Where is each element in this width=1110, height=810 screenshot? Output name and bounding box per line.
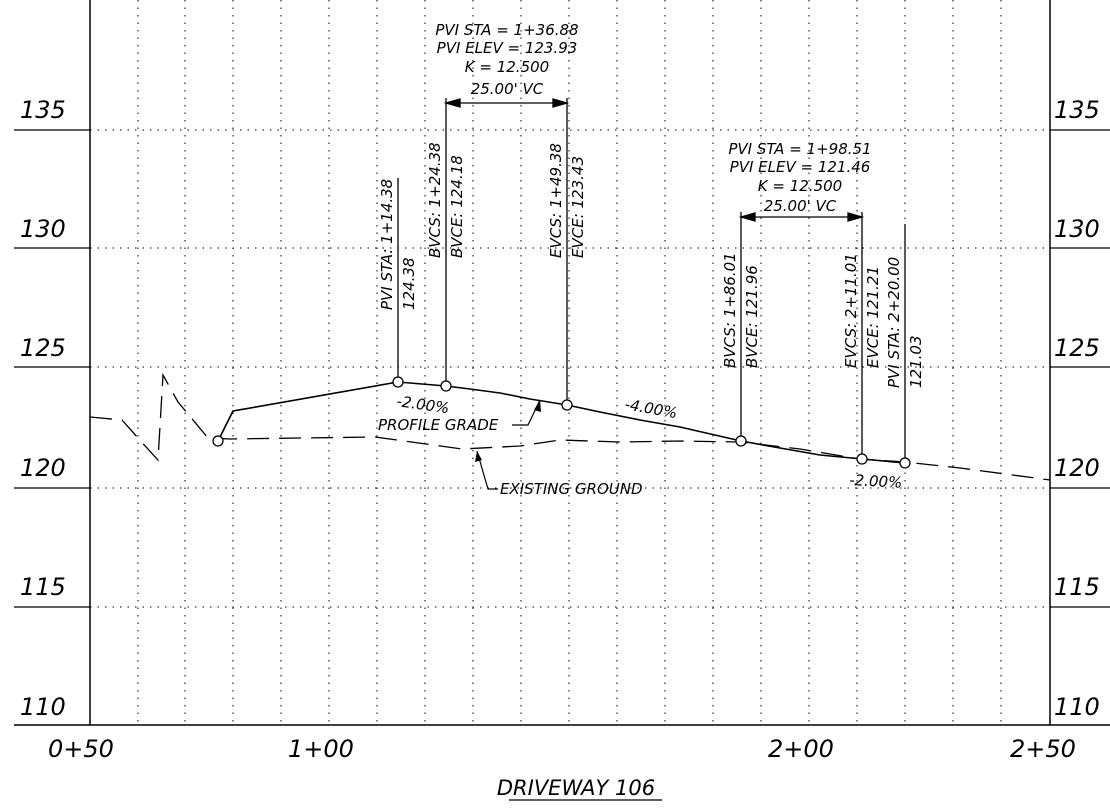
frame xyxy=(14,0,1110,726)
elev-label: 110 xyxy=(1054,693,1100,721)
curve1-bvce: BVCE: 124.18 xyxy=(448,155,466,258)
curve1-evcs: EVCS: 1+49.38 xyxy=(547,143,565,258)
elev-label: 135 xyxy=(1054,96,1100,124)
elevation-ticks xyxy=(14,129,1110,608)
elev-label: 120 xyxy=(1054,454,1100,482)
pvi-markers xyxy=(212,376,911,469)
drawing-title-text: DRIVEWAY 106 xyxy=(497,776,655,800)
curve2-evce: EVCE: 121.21 xyxy=(864,266,882,368)
curve1-vc: 25.00' VC xyxy=(471,80,544,98)
grade-label: -2.00% xyxy=(395,392,450,417)
elev-label: 125 xyxy=(1054,334,1100,362)
profile-grade-line xyxy=(217,381,906,464)
elev-label: 120 xyxy=(20,454,66,482)
curve2-info: PVI STA = 1+98.51 PVI ELEV = 121.46 K = … xyxy=(728,140,871,215)
vc-dimension-1 xyxy=(443,98,570,108)
curve1-evce: EVCE: 123.43 xyxy=(569,156,587,258)
pvi-end-sta: PVI STA: 2+20.00 xyxy=(885,257,903,388)
station-labels: 0+50 1+00 2+00 2+50 xyxy=(48,735,1076,763)
pvi-start-elev: 124.38 xyxy=(400,258,418,311)
curve1-pvi-sta: PVI STA = 1+36.88 xyxy=(435,21,578,39)
grade-label: -2.00% xyxy=(849,471,903,492)
existing-ground-label: EXISTING GROUND xyxy=(500,480,643,498)
vc-dimension-2 xyxy=(738,212,865,222)
drawing-title: DRIVEWAY 106 xyxy=(497,776,662,801)
elev-label: 110 xyxy=(20,693,66,721)
elev-label: 115 xyxy=(1054,573,1100,601)
curve1-pvi-elev: PVI ELEV = 123.93 xyxy=(437,39,578,57)
grid xyxy=(90,0,1050,725)
curve1-k: K = 12.500 xyxy=(465,58,549,76)
curve1-bvcs: BVCS: 1+24.38 xyxy=(426,142,444,258)
elev-label: 125 xyxy=(20,334,66,362)
elev-label: 135 xyxy=(20,96,66,124)
curve1-info: PVI STA = 1+36.88 PVI ELEV = 123.93 K = … xyxy=(435,21,578,98)
curve2-pvi-sta: PVI STA = 1+98.51 xyxy=(728,140,871,158)
curve2-k: K = 12.500 xyxy=(758,177,842,195)
curve2-pvi-elev: PVI ELEV = 121.46 xyxy=(730,158,871,176)
station-label: 0+50 xyxy=(48,735,114,763)
curve2-bvcs: BVCS: 1+86.01 xyxy=(721,252,739,368)
elevation-labels-left: 135 130 125 120 115 110 xyxy=(20,96,66,721)
profile-grade-callout: PROFILE GRADE xyxy=(378,399,541,434)
station-label: 2+50 xyxy=(1010,735,1076,763)
elev-label: 130 xyxy=(1054,215,1100,243)
existing-ground-callout: EXISTING GROUND xyxy=(475,450,643,498)
profile-grade-label: PROFILE GRADE xyxy=(378,416,499,434)
pvi-start-sta: PVI STA: 1+14.38 xyxy=(378,179,396,310)
curve2-bvce: BVCE: 121.96 xyxy=(743,265,761,368)
pvi-end-elev: 121.03 xyxy=(907,336,925,389)
elevation-labels-right: 135 130 125 120 115 110 xyxy=(1054,96,1100,721)
existing-ground-line xyxy=(89,372,1051,481)
leader-lines xyxy=(397,98,906,458)
curve2-evcs: EVCS: 2+11.01 xyxy=(842,253,860,368)
station-label: 2+00 xyxy=(768,735,834,763)
station-label: 1+00 xyxy=(288,735,354,763)
elev-label: 115 xyxy=(20,573,66,601)
rotated-labels: PVI STA: 1+14.38 124.38 BVCS: 1+24.38 BV… xyxy=(378,142,925,388)
elev-label: 130 xyxy=(20,215,66,243)
curve2-vc: 25.00' VC xyxy=(764,197,837,215)
